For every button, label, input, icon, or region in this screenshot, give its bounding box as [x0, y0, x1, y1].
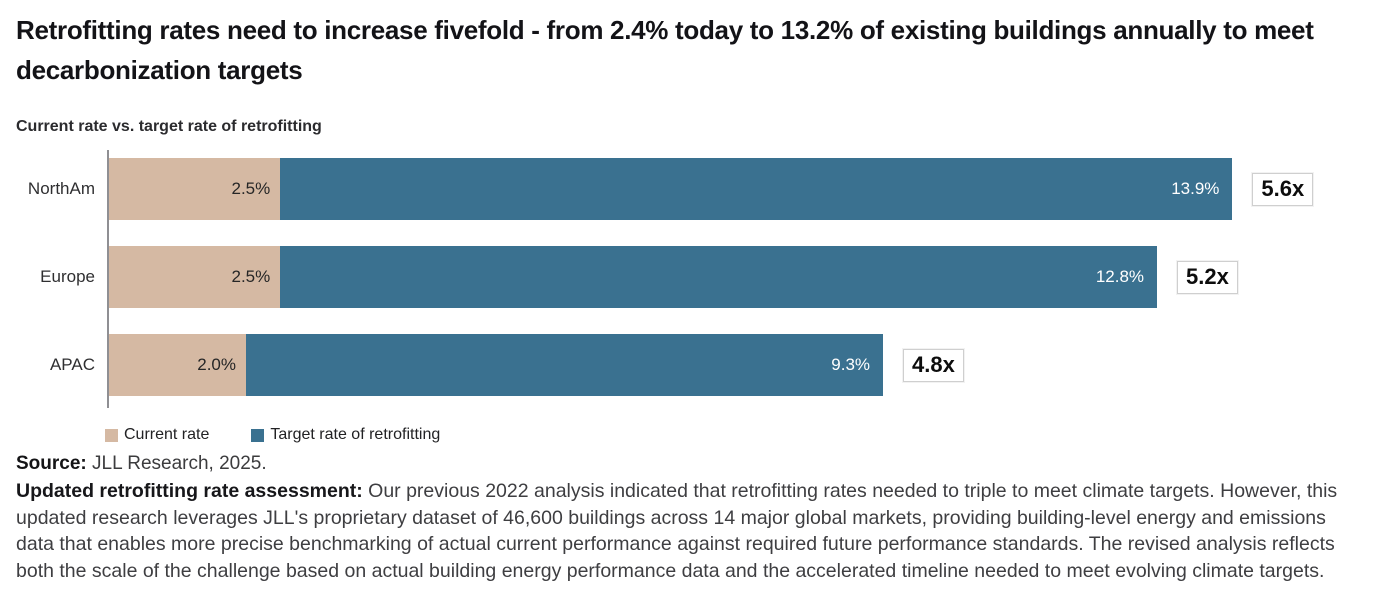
chart-row-northam: NorthAm 2.5% 13.9% 5.6x	[16, 158, 1362, 220]
source-label: Source:	[16, 453, 87, 474]
legend-swatch-icon	[105, 428, 118, 442]
stacked-bar: 2.5% 12.8%	[109, 246, 1158, 308]
target-rate-bar: 9.3%	[246, 334, 884, 396]
source-text: JLL Research, 2025.	[86, 453, 267, 474]
retrofit-rate-chart: Current rate vs. target rate of retrofit…	[16, 118, 1362, 444]
chart-legend: Current rate Target rate of retrofitting	[105, 426, 1362, 444]
bar-value-label: 2.5%	[231, 179, 271, 198]
chart-plot-area: NorthAm 2.5% 13.9% 5.6x Europe 2.5% 12.8% 5.2x A…	[16, 150, 1362, 408]
bar-value-label: 9.3%	[831, 355, 871, 374]
chart-title: Current rate vs. target rate of retrofit…	[16, 118, 322, 135]
chart-row-apac: APAC 2.0% 9.3% 4.8x	[16, 334, 1362, 396]
legend-swatch-icon	[251, 428, 265, 442]
note-text: Our previous 2022 analysis indicated tha…	[16, 480, 1338, 582]
category-label: NorthAm	[27, 179, 95, 198]
target-rate-bar: 13.9%	[280, 158, 1233, 220]
page-title: Retrofitting rates need to increase five…	[16, 15, 1314, 85]
legend-item: Target rate of retrofitting	[251, 426, 440, 444]
bar-value-label: 12.8%	[1095, 267, 1145, 286]
legend-item: Current rate	[105, 426, 209, 444]
note-paragraph: Updated retrofitting rate assessment: Ou…	[16, 478, 1362, 584]
current-rate-bar: 2.0%	[109, 334, 246, 396]
current-rate-bar: 2.5%	[109, 246, 281, 308]
multiplier-badge: 5.2x	[1177, 260, 1238, 294]
current-rate-bar: 2.5%	[109, 158, 281, 220]
y-axis-line	[107, 150, 109, 408]
category-label: Europe	[40, 267, 95, 286]
page: Retrofitting rates need to increase five…	[16, 15, 1362, 584]
legend-label: Target rate of retrofitting	[270, 426, 441, 443]
bar-value-label: 2.0%	[197, 355, 236, 374]
bar-value-label: 2.5%	[231, 267, 271, 286]
bar-value-label: 13.9%	[1171, 179, 1220, 198]
target-rate-bar: 12.8%	[280, 246, 1158, 308]
stacked-bar: 2.0% 9.3%	[109, 334, 884, 396]
chart-row-europe: Europe 2.5% 12.8% 5.2x	[16, 246, 1362, 308]
multiplier-badge: 4.8x	[903, 348, 964, 382]
category-label: APAC	[49, 355, 95, 374]
source-line: Source: JLL Research, 2025.	[16, 452, 1362, 476]
note-label: Updated retrofitting rate assessment:	[16, 480, 363, 502]
stacked-bar: 2.5% 13.9%	[109, 158, 1233, 220]
multiplier-badge: 5.6x	[1252, 172, 1314, 206]
legend-label: Current rate	[124, 426, 210, 443]
